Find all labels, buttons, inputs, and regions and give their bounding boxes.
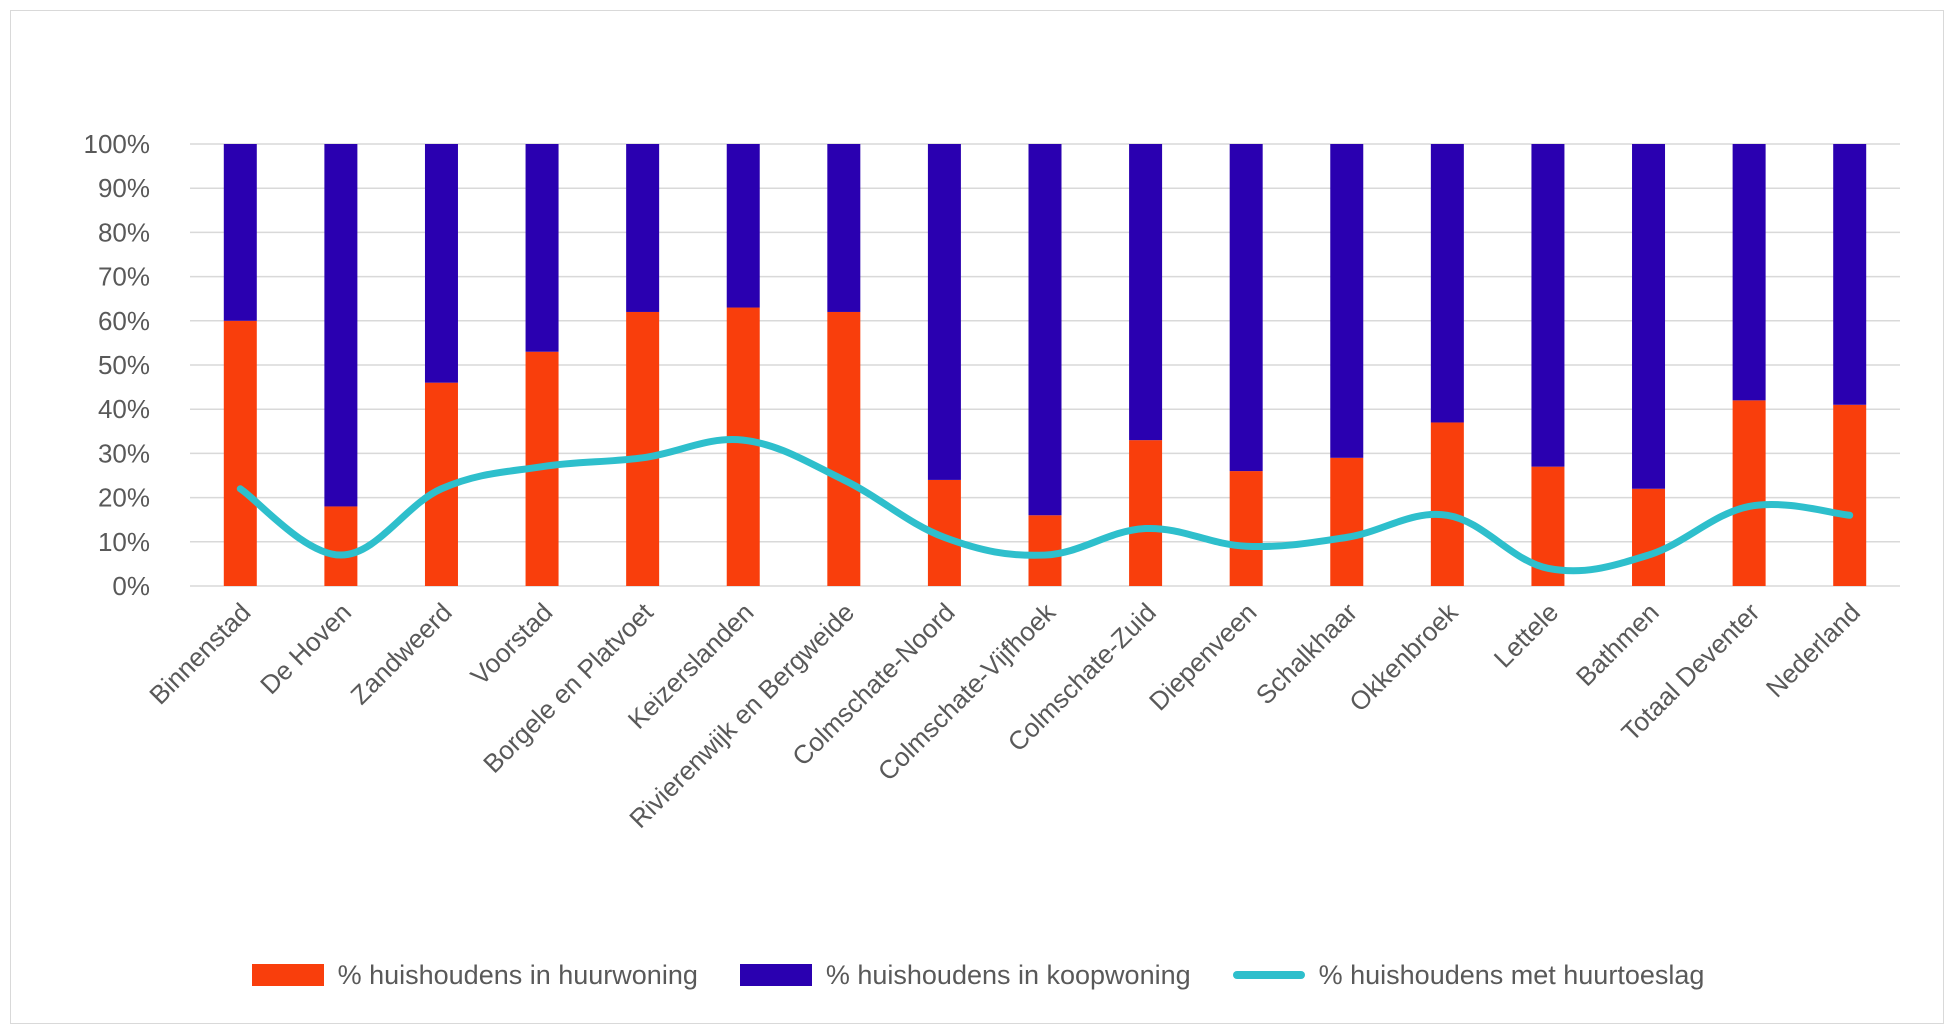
x-category-label: Zandweerd xyxy=(345,597,458,710)
bar-huurwoning[interactable] xyxy=(1229,471,1263,586)
y-tick-label: 40% xyxy=(98,394,150,424)
bar-huurwoning[interactable] xyxy=(1632,488,1666,586)
bar-huurwoning[interactable] xyxy=(1833,404,1867,586)
legend-label-huurwoning: % huishoudens in huurwoning xyxy=(337,959,698,990)
y-tick-label: 70% xyxy=(98,262,150,292)
x-category-label: Diepenveen xyxy=(1143,597,1262,716)
y-tick-label: 0% xyxy=(112,571,150,601)
bar-koopwoning[interactable] xyxy=(223,144,257,321)
bar-huurwoning[interactable] xyxy=(1430,422,1464,586)
x-category-label: Colmschate-Vijfhoek xyxy=(872,596,1062,786)
bar-koopwoning[interactable] xyxy=(1028,144,1062,516)
legend-label-koopwoning: % huishoudens in koopwoning xyxy=(825,959,1191,990)
bar-huurwoning[interactable] xyxy=(827,311,861,586)
x-category-label: Voorstad xyxy=(465,597,559,691)
y-tick-label: 20% xyxy=(98,483,150,513)
bar-koopwoning[interactable] xyxy=(1531,144,1565,467)
bar-huurwoning[interactable] xyxy=(626,311,660,586)
legend-label-huurtoeslag: % huishoudens met huurtoeslag xyxy=(1318,959,1705,990)
legend: % huishoudens in huurwoning % huishouden… xyxy=(0,955,1956,995)
legend-swatch-koopwoning xyxy=(739,964,812,986)
x-category-label: Borgele en Platvoet xyxy=(477,596,659,778)
x-category-label: Lettele xyxy=(1488,597,1564,673)
x-category-label: Nederland xyxy=(1760,597,1866,703)
huurtoeslag-line xyxy=(236,436,1854,575)
bar-koopwoning[interactable] xyxy=(827,144,861,312)
x-category-label: Binnenstad xyxy=(143,597,256,710)
y-axis-ticks: 0% 10% 20% 30% 40% 50% 60% 70% 80% 90% 100% xyxy=(84,129,151,601)
bar-koopwoning[interactable] xyxy=(324,144,358,507)
y-tick-label: 100% xyxy=(84,129,151,159)
y-tick-label: 30% xyxy=(98,438,150,468)
y-tick-label: 90% xyxy=(98,173,150,203)
y-tick-label: 10% xyxy=(98,527,150,557)
bar-koopwoning[interactable] xyxy=(1330,144,1364,458)
x-category-label: De Hoven xyxy=(254,597,357,700)
legend-item-koopwoning[interactable]: % huishoudens in koopwoning xyxy=(739,959,1191,991)
bars xyxy=(223,144,1867,586)
bar-koopwoning[interactable] xyxy=(1430,144,1464,423)
bar-koopwoning[interactable] xyxy=(1732,144,1766,401)
bar-huurwoning[interactable] xyxy=(1129,440,1163,586)
x-category-label: Okkenbroek xyxy=(1343,596,1464,717)
bar-huurwoning[interactable] xyxy=(1732,400,1766,586)
bar-huurwoning[interactable] xyxy=(726,307,760,586)
line-huurtoeslag[interactable] xyxy=(236,436,1854,575)
bar-koopwoning[interactable] xyxy=(626,144,660,312)
legend-item-huurtoeslag[interactable]: % huishoudens met huurtoeslag xyxy=(1232,959,1705,991)
legend-swatch-huurwoning xyxy=(251,964,324,986)
bar-koopwoning[interactable] xyxy=(726,144,760,308)
bar-koopwoning[interactable] xyxy=(1632,144,1666,489)
x-category-label: Bathmen xyxy=(1570,597,1665,692)
bar-huurwoning[interactable] xyxy=(223,320,257,586)
y-tick-label: 80% xyxy=(98,217,150,247)
legend-item-huurwoning[interactable]: % huishoudens in huurwoning xyxy=(251,959,698,991)
bar-koopwoning[interactable] xyxy=(1833,144,1867,405)
y-tick-label: 50% xyxy=(98,350,150,380)
bar-huurwoning[interactable] xyxy=(1330,457,1364,586)
bar-koopwoning[interactable] xyxy=(424,144,458,383)
bar-koopwoning[interactable] xyxy=(1129,144,1163,441)
bar-koopwoning[interactable] xyxy=(927,144,961,480)
legend-swatch-huurtoeslag xyxy=(1232,971,1305,979)
y-tick-label: 60% xyxy=(98,306,150,336)
bar-koopwoning[interactable] xyxy=(525,144,559,352)
bar-huurwoning[interactable] xyxy=(324,506,358,586)
bar-koopwoning[interactable] xyxy=(1229,144,1263,472)
